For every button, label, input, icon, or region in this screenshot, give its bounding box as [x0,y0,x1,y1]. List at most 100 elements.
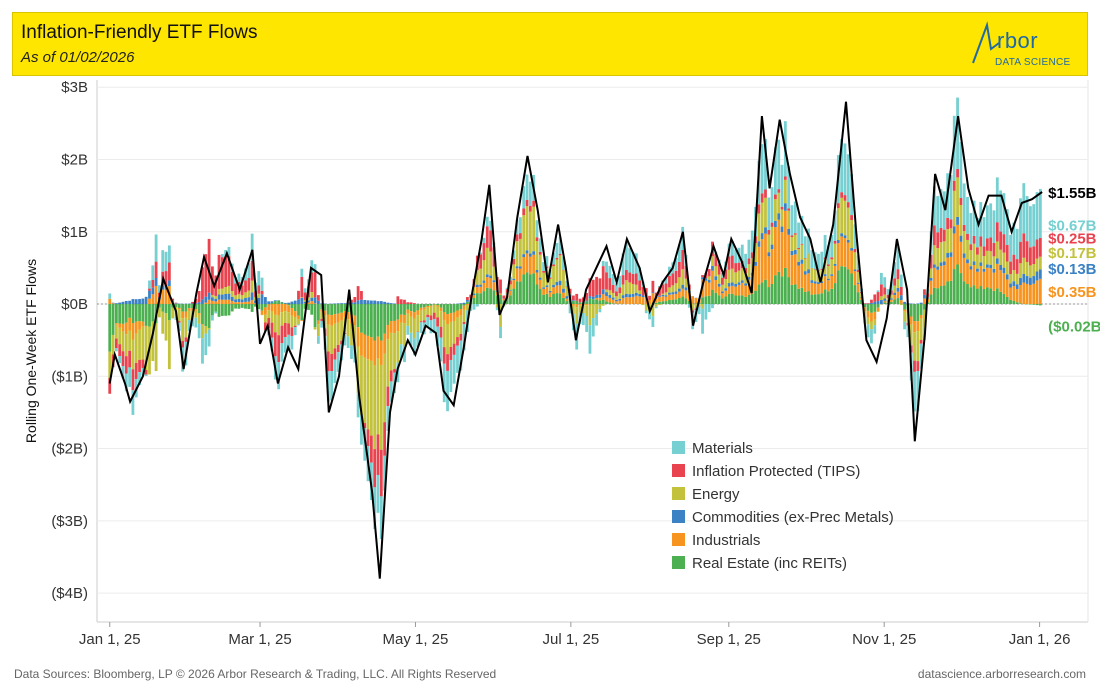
bar-segment-industrials [227,299,231,305]
bar-segment-real-estate-inc-reits- [191,304,194,309]
bar-segment-industrials [336,313,340,323]
bar-segment-industrials [923,298,926,305]
bar-segment-energy [432,304,436,313]
bar-segment-real-estate-inc-reits- [585,301,589,305]
bar-segment-commodities-ex-prec-metals- [929,277,933,281]
bar-segment-real-estate-inc-reits- [224,304,228,316]
bar-segment-real-estate-inc-reits- [532,273,536,305]
bar-segment-materials [439,337,443,362]
bar-segment-commodities-ex-prec-metals- [154,277,158,286]
bar-segment-materials [634,253,638,274]
bar-segment-energy [336,322,340,346]
bar-segment-energy [426,307,430,315]
bar-segment-inflation-protected-tips- [134,362,138,380]
bar-segment-commodities-ex-prec-metals- [141,298,145,305]
bar-segment-inflation-protected-tips- [982,246,986,257]
bar-segment-materials [833,210,837,241]
bar-segment-real-estate-inc-reits- [167,304,171,321]
bar-segment-industrials [181,311,184,319]
bar-segment-industrials [744,285,748,297]
bar-segment-inflation-protected-tips- [131,369,135,391]
bar-segment-materials [247,263,251,279]
bar-segment-industrials [903,309,906,312]
bar-segment-inflation-protected-tips- [522,208,526,216]
bar-segment-energy [972,243,976,262]
bar-segment-energy [489,251,492,276]
bar-segment-real-estate-inc-reits- [320,304,324,310]
bar-segment-real-estate-inc-reits- [724,296,728,305]
bar-segment-materials [161,250,165,272]
bar-segment-industrials [942,265,946,286]
bar-segment-energy [413,318,416,339]
bar-segment-inflation-protected-tips- [833,240,837,244]
bar-segment-energy [214,295,218,299]
bar-segment-real-estate-inc-reits- [214,304,218,312]
bar-segment-real-estate-inc-reits- [204,304,208,327]
bar-segment-industrials [148,298,151,305]
bar-segment-energy [515,241,519,267]
bar-segment-energy [929,268,933,278]
bar-segment-commodities-ex-prec-metals- [545,285,549,288]
bar-segment-industrials [369,337,373,361]
bar-segment-materials [333,359,337,384]
bar-segment-materials [966,197,969,234]
bar-segment-industrials [780,232,784,277]
bar-segment-industrials [787,234,791,278]
bar-segment-industrials [1029,284,1032,305]
bar-segment-industrials [863,307,867,312]
bar-segment-energy [727,269,731,284]
bar-segment-inflation-protected-tips- [297,290,300,300]
bar-segment-energy [853,252,857,270]
bar-segment-real-estate-inc-reits- [413,304,416,313]
bar-segment-inflation-protected-tips- [181,340,184,348]
bar-segment-industrials [287,305,290,313]
bar-segment-real-estate-inc-reits- [108,304,112,352]
bar-segment-real-estate-inc-reits- [211,304,214,316]
bar-segment-energy [482,260,486,281]
bar-segment-energy [356,346,360,394]
bar-segment-industrials [989,268,993,289]
bar-segment-real-estate-inc-reits- [721,298,724,305]
bar-segment-inflation-protected-tips- [422,320,426,323]
bar-segment-inflation-protected-tips- [191,301,194,304]
bar-segment-inflation-protected-tips- [747,258,751,265]
bar-segment-materials [628,248,632,273]
bar-segment-commodities-ex-prec-metals- [519,266,522,269]
end-label-energy: $0.17B [1048,245,1097,262]
bar-segment-real-estate-inc-reits- [790,284,794,305]
bar-segment-industrials [197,313,201,315]
bar-segment-materials [519,217,522,234]
bar-segment-inflation-protected-tips- [224,256,228,288]
bar-segment-inflation-protected-tips- [777,189,781,193]
bar-segment-energy [644,304,648,311]
bar-segment-real-estate-inc-reits- [942,285,946,305]
bar-segment-industrials [121,323,125,332]
bar-segment-inflation-protected-tips- [466,297,469,300]
bar-segment-commodities-ex-prec-metals- [1002,267,1006,274]
bar-segment-real-estate-inc-reits- [575,300,579,305]
bar-segment-industrials [919,314,923,319]
bar-segment-commodities-ex-prec-metals- [605,292,608,297]
bar-segment-energy [1019,263,1022,278]
bar-segment-commodities-ex-prec-metals- [313,297,317,304]
bar-segment-energy [525,206,529,251]
bar-segment-real-estate-inc-reits- [860,299,863,305]
bar-segment-real-estate-inc-reits- [992,290,996,305]
bar-segment-industrials [542,288,545,295]
bar-segment-commodities-ex-prec-metals- [1012,281,1016,287]
bar-segment-industrials [615,301,618,304]
bar-segment-inflation-protected-tips- [114,338,118,349]
bar-segment-industrials [1025,283,1029,305]
bar-segment-energy [760,202,764,234]
bar-segment-materials [1025,196,1029,242]
bar-segment-inflation-protected-tips- [429,315,433,321]
bar-segment-real-estate-inc-reits- [1029,304,1032,305]
bar-segment-commodities-ex-prec-metals- [204,296,208,303]
bar-segment-inflation-protected-tips- [409,302,413,305]
bar-segment-real-estate-inc-reits- [1009,300,1012,305]
bar-segment-materials [989,203,993,238]
bar-segment-materials [316,336,320,344]
bar-segment-real-estate-inc-reits- [750,293,754,305]
bar-segment-commodities-ex-prec-metals- [701,277,704,280]
bar-segment-materials [346,336,350,348]
